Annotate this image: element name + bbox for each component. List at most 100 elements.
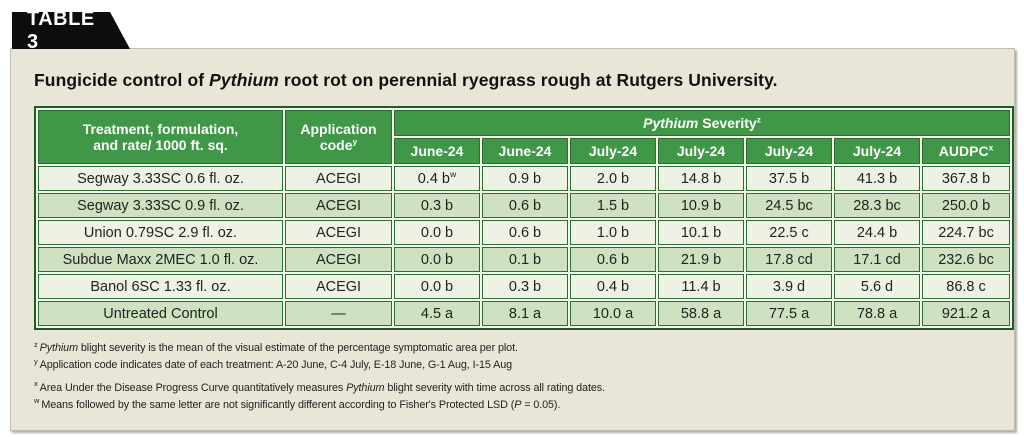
severity-value-cell: 1.5 b	[570, 193, 656, 219]
col-header-date-6: July-24	[834, 138, 920, 165]
footnote-severity-italic: Pythium	[39, 342, 78, 355]
severity-value-cell: 14.8 b	[658, 166, 744, 192]
footnote-lsd-text-pre: Means followed by the same letter are no…	[41, 398, 515, 411]
severity-value-cell: 28.3 bc	[834, 193, 920, 219]
treatment-cell: Untreated Control	[38, 301, 283, 327]
col-header-date-4: July-24	[658, 138, 744, 165]
col-header-date-1: June-24	[394, 138, 480, 165]
severity-value-cell: 10.0 a	[570, 301, 656, 327]
severity-value-cell: 232.6 bc	[922, 247, 1011, 273]
footnote-application-code: y Application code indicates date of each…	[34, 357, 1000, 374]
col-header-severity-group: Pythium Severityz	[394, 110, 1011, 137]
severity-value-cell: 224.7 bc	[922, 220, 1011, 246]
footnotes: z Pythium blight severity is the mean of …	[34, 340, 1000, 414]
footnote-severity-text: blight severity is the mean of the visua…	[77, 342, 518, 355]
footnote-audpc-italic: Pythium	[346, 381, 385, 394]
severity-value-cell: 10.1 b	[658, 220, 744, 246]
footnote-lsd-sup: w	[34, 396, 40, 406]
severity-value-cell: 21.9 b	[658, 247, 744, 273]
table-row: Untreated Control —4.5 a 8.1 a 10.0 a 58.8 a…	[38, 301, 1011, 327]
col-header-audpc: AUDPCx	[922, 138, 1011, 165]
footnote-audpc-text-pre: Area Under the Disease Progress Curve qu…	[39, 381, 347, 394]
table-row: Banol 6SC 1.33 fl. oz. ACEGI 0.0 b 0.3 b 0.4…	[38, 274, 1011, 300]
value-sup: w	[449, 168, 457, 179]
table-row: Segway 3.33SC 0.9 fl. oz. ACEGI 0.3 b 0.6 b…	[38, 193, 1011, 219]
col-header-application-code: Application codey	[285, 110, 392, 165]
severity-header-sup: z	[756, 114, 761, 125]
severity-value-cell: 11.4 b	[658, 274, 744, 300]
severity-value-cell: 86.8 c	[922, 274, 1011, 300]
footnote-severity-sup: z	[34, 339, 38, 349]
table-row: Subdue Maxx 2MEC 1.0 fl. oz. ACEGI 0.0 b 0.…	[38, 247, 1011, 273]
severity-value-cell: 17.1 cd	[834, 247, 920, 273]
title-text: Fungicide control of	[34, 70, 210, 90]
severity-value-cell: 367.8 b	[922, 166, 1011, 192]
footnote-application-text: Application code indicates date of each …	[39, 359, 513, 372]
footnote-audpc-sup: x	[34, 379, 38, 389]
severity-value-cell: 0.6 b	[570, 247, 656, 273]
footnote-audpc-text-post: blight severity with time across all rat…	[384, 381, 605, 394]
severity-value-cell: 10.9 b	[658, 193, 744, 219]
severity-value-cell: 0.6 b	[482, 220, 568, 246]
severity-value-cell: 24.5 bc	[746, 193, 832, 219]
fungicide-data-table: Treatment, formulation, and rate/ 1000 ft…	[34, 106, 1015, 331]
table-title: Fungicide control of Pythium root rot on…	[34, 70, 1000, 91]
table-row: Segway 3.33SC 0.6 fl. oz. ACEGI 0.4 bw 0.9 …	[38, 166, 1011, 192]
severity-value-cell: 0.0 b	[394, 247, 480, 273]
severity-header-text: Severity	[698, 115, 757, 131]
col-header-date-3: July-24	[570, 138, 656, 165]
severity-value-cell: 0.3 b	[482, 274, 568, 300]
severity-value-cell: 3.9 d	[746, 274, 832, 300]
footnote-audpc: x Area Under the Disease Progress Curve q…	[34, 380, 1000, 397]
application-code-cell: ACEGI	[285, 166, 392, 192]
severity-value-cell: 921.2 a	[922, 301, 1011, 327]
severity-value-cell: 58.8 a	[658, 301, 744, 327]
footnote-lsd-text-post: = 0.05).	[521, 398, 561, 411]
treatment-header-line1: Treatment, formulation,	[82, 121, 239, 137]
severity-value-cell: 4.5 a	[394, 301, 480, 327]
severity-value-cell: 5.6 d	[834, 274, 920, 300]
severity-value-cell: 2.0 b	[570, 166, 656, 192]
table-body: Segway 3.33SC 0.6 fl. oz. ACEGI 0.4 bw 0.9 …	[38, 166, 1011, 327]
table-number-label: TABLE 3	[27, 7, 95, 53]
severity-header-italic: Pythium	[643, 115, 699, 131]
table-number-tab: TABLE 3	[12, 12, 130, 49]
treatment-cell: Union 0.79SC 2.9 fl. oz.	[38, 220, 283, 246]
application-code-cell: ACEGI	[285, 247, 392, 273]
severity-value-cell: 0.9 b	[482, 166, 568, 192]
severity-value-cell: 1.0 b	[570, 220, 656, 246]
application-code-cell: ACEGI	[285, 220, 392, 246]
severity-value-cell: 24.4 b	[834, 220, 920, 246]
table-panel: Fungicide control of Pythium root rot on…	[10, 48, 1015, 431]
application-header-sup: y	[352, 136, 358, 147]
treatment-cell: Segway 3.33SC 0.6 fl. oz.	[38, 166, 283, 192]
title-italic-term: Pythium	[209, 70, 279, 90]
treatment-cell: Subdue Maxx 2MEC 1.0 fl. oz.	[38, 247, 283, 273]
severity-value-cell: 17.8 cd	[746, 247, 832, 273]
severity-value-cell: 0.6 b	[482, 193, 568, 219]
table-header: Treatment, formulation, and rate/ 1000 ft…	[38, 110, 1011, 165]
severity-value-cell: 78.8 a	[834, 301, 920, 327]
audpc-header-sup: x	[988, 142, 994, 153]
application-header-line2: code	[319, 137, 353, 154]
col-header-date-2: June-24	[482, 138, 568, 165]
severity-value-cell: 0.0 b	[394, 274, 480, 300]
treatment-cell: Banol 6SC 1.33 fl. oz.	[38, 274, 283, 300]
severity-value-cell: 0.3 b	[394, 193, 480, 219]
treatment-header-line2: and rate/ 1000 ft. sq.	[93, 137, 228, 154]
application-code-cell: ACEGI	[285, 274, 392, 300]
severity-value-cell: 77.5 a	[746, 301, 832, 327]
severity-value-cell: 0.4 b	[570, 274, 656, 300]
severity-value-cell: 8.1 a	[482, 301, 568, 327]
footnote-application-sup: y	[34, 356, 38, 366]
application-code-cell: ACEGI	[285, 193, 392, 219]
audpc-header-text: AUDPC	[938, 143, 989, 160]
severity-value-cell: 0.0 b	[394, 220, 480, 246]
severity-value-cell: 250.0 b	[922, 193, 1011, 219]
title-text-end: root rot on perennial ryegrass rough at …	[278, 70, 778, 90]
severity-value-cell: 37.5 b	[746, 166, 832, 192]
footnote-lsd: w Means followed by the same letter are n…	[34, 397, 1000, 414]
col-header-date-5: July-24	[746, 138, 832, 165]
